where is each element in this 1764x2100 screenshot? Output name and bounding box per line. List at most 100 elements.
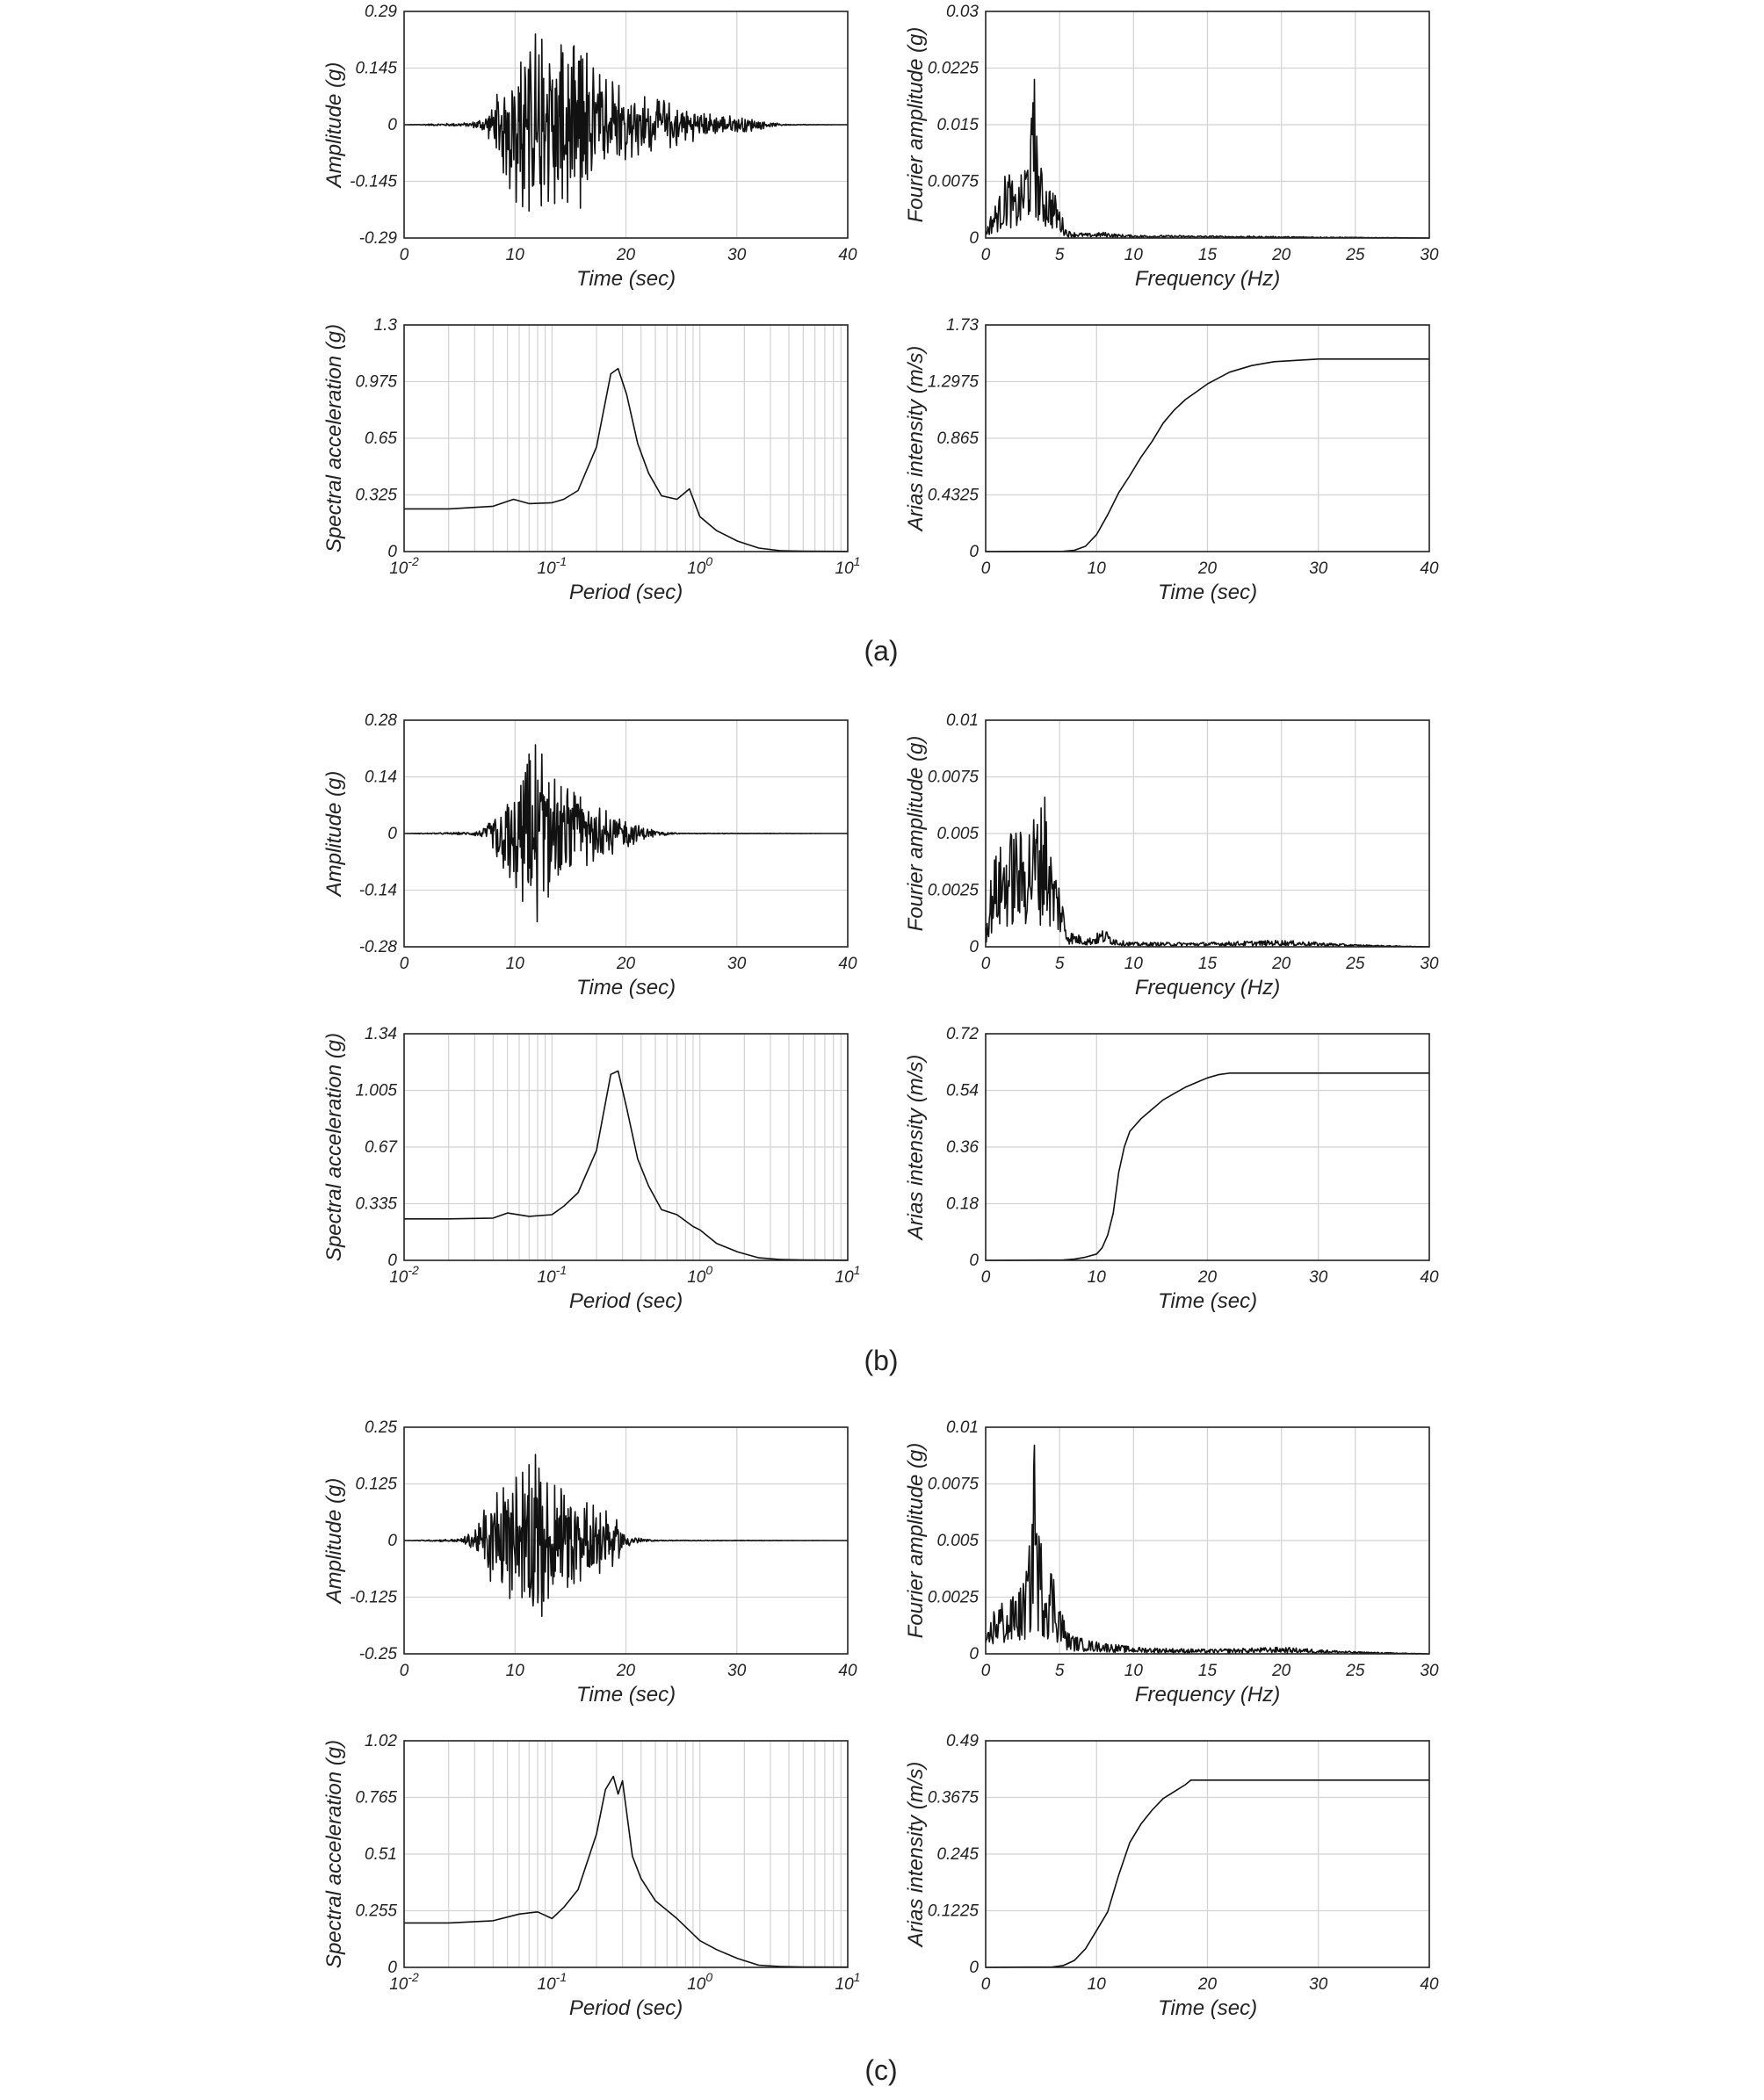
y-tick-label: 0.36 <box>946 1138 979 1157</box>
x-tick-label: 30 <box>1420 1662 1439 1680</box>
x-tick-label: 0 <box>981 1268 991 1287</box>
data-series-line <box>985 1444 1429 1655</box>
plot-frame <box>403 11 849 239</box>
data-series-line <box>985 1072 1429 1261</box>
y-tick-label: 0.25 <box>365 1418 397 1437</box>
y-tick-label: 0.3675 <box>928 1789 980 1808</box>
y-tick-label: 0.245 <box>936 1845 979 1864</box>
chart-panel-a-4: 0 0.4325 0.865 1.2975 1.73 0 10 20 30 40 Time (sec… <box>904 316 1439 604</box>
x-tick-label: 15 <box>1198 1662 1218 1680</box>
x-tick-label: 15 <box>1198 955 1218 973</box>
plot-frame <box>403 1033 849 1261</box>
x-tick-label: 10-1 <box>538 554 568 578</box>
x-tick-label: 101 <box>835 1970 861 1994</box>
x-tick-label: 20 <box>616 1662 636 1680</box>
y-axis-label: Arias intensity (m/s) <box>904 346 928 533</box>
y-tick-label: 0 <box>969 229 979 248</box>
x-tick-label: 10 <box>506 955 525 973</box>
y-tick-label: 0 <box>387 1252 397 1270</box>
y-tick-label: 1.02 <box>365 1732 397 1750</box>
x-tick-base: 10 <box>687 559 706 578</box>
y-tick-label: -0.145 <box>350 173 397 191</box>
y-tick-label: -0.29 <box>359 229 398 248</box>
x-tick-label: 30 <box>727 246 747 264</box>
grid <box>986 325 1429 552</box>
x-tick-label: 20 <box>616 246 636 264</box>
x-axis-label: Time (sec) <box>1158 1289 1257 1313</box>
x-tick-label: 15 <box>1198 246 1218 264</box>
plot-frame <box>985 324 1430 552</box>
x-tick-exponent: -2 <box>408 1263 419 1277</box>
y-tick-label: 0.4325 <box>928 487 980 505</box>
x-tick-exponent: -2 <box>408 554 419 568</box>
data-series-line <box>403 1454 849 1617</box>
x-tick-label: 40 <box>1420 559 1439 578</box>
x-tick-label: 100 <box>687 1970 712 1994</box>
x-tick-label: 10 <box>1088 559 1107 578</box>
y-axis-label: Spectral acceleration (g) <box>322 324 346 552</box>
y-tick-label: 0 <box>969 543 979 561</box>
x-tick-label: 10-1 <box>538 1263 568 1287</box>
grid <box>986 720 1429 947</box>
y-axis-label: Amplitude (g) <box>322 1478 346 1606</box>
y-tick-label: -0.14 <box>359 882 397 900</box>
plot-frame <box>985 1033 1430 1261</box>
x-tick-base: 10 <box>687 1975 706 1994</box>
x-tick-label: 5 <box>1055 1662 1065 1680</box>
x-tick-label: 20 <box>1197 559 1218 578</box>
x-axis-label: Time (sec) <box>576 267 676 291</box>
x-tick-base: 10 <box>389 559 408 578</box>
plot-frame <box>403 324 849 552</box>
y-tick-label: 0.1225 <box>928 1902 980 1921</box>
x-axis-label: Time (sec) <box>576 1683 676 1707</box>
x-tick-exponent: -1 <box>556 1970 567 1984</box>
x-tick-label: 0 <box>981 955 991 973</box>
y-tick-label: 0 <box>969 1252 979 1270</box>
y-tick-label: 0.29 <box>365 3 397 21</box>
x-tick-label: 10 <box>1088 1268 1107 1287</box>
chart-panel-c-1: -0.25 -0.125 0 0.125 0.25 0 10 20 30 40 Time (sec)… <box>322 1418 857 1707</box>
x-tick-label: 5 <box>1055 246 1065 264</box>
x-tick-exponent: 0 <box>705 1263 712 1277</box>
y-axis-label: Spectral acceleration (g) <box>322 1033 346 1261</box>
grid <box>404 1741 848 1967</box>
grid <box>986 1741 1429 1967</box>
x-tick-base: 10 <box>538 1268 557 1287</box>
x-tick-label: 30 <box>1420 955 1439 973</box>
x-tick-base: 10 <box>389 1975 408 1994</box>
x-tick-label: 10-2 <box>389 554 419 578</box>
y-tick-label: 0.975 <box>355 373 397 392</box>
chart-panel-c-4: 0 0.1225 0.245 0.3675 0.49 0 10 20 30 40 Time (sec… <box>904 1732 1439 2020</box>
y-tick-label: 0.18 <box>946 1195 979 1214</box>
x-tick-base: 10 <box>389 1268 408 1287</box>
y-tick-label: 0.49 <box>946 1732 979 1750</box>
x-tick-label: 30 <box>1420 246 1439 264</box>
data-series-line <box>404 367 849 552</box>
y-tick-label: 0.325 <box>355 487 397 505</box>
x-tick-label: 100 <box>687 554 712 578</box>
y-tick-label: 1.2975 <box>928 373 980 392</box>
y-tick-label: 0.255 <box>355 1902 397 1921</box>
x-tick-exponent: 0 <box>705 1970 712 1984</box>
x-tick-exponent: -1 <box>556 554 567 568</box>
x-tick-label: 0 <box>981 1662 991 1680</box>
x-tick-label: 0 <box>981 1975 991 1994</box>
y-tick-label: -0.28 <box>359 938 398 956</box>
y-tick-label: 0.65 <box>365 429 397 448</box>
data-series-line <box>985 796 1429 948</box>
x-tick-label: 40 <box>838 246 857 264</box>
x-tick-exponent: 0 <box>705 554 712 568</box>
x-tick-label: 10 <box>1124 246 1144 264</box>
y-tick-label: 1.34 <box>365 1025 397 1043</box>
x-tick-label: 0 <box>400 955 409 973</box>
y-tick-label: 0.005 <box>936 825 979 843</box>
plot-frame <box>985 11 1430 239</box>
caption-b: (b) <box>864 1345 898 1376</box>
y-tick-label: 0.125 <box>355 1476 397 1494</box>
y-tick-label: -0.25 <box>359 1645 398 1663</box>
x-tick-label: 100 <box>687 1263 712 1287</box>
